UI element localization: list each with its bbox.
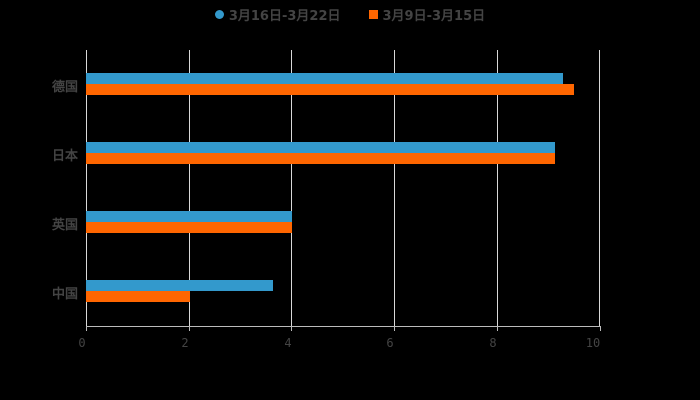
gridline — [394, 50, 395, 327]
x-tick-label: 8 — [489, 336, 497, 350]
y-category-label: 德国 — [51, 80, 78, 95]
x-tick — [86, 326, 87, 331]
x-tick — [497, 326, 498, 331]
legend-label: 3月9日-3月15日 — [382, 8, 486, 24]
bar[interactable] — [86, 142, 555, 153]
gridline — [189, 50, 190, 327]
gridline — [291, 50, 292, 327]
legend-item-series-2[interactable]: 3月9日-3月15日 — [368, 4, 486, 24]
circle-marker-icon — [214, 9, 224, 19]
y-category-label: 日本 — [51, 149, 78, 164]
x-tick-label: 10 — [585, 336, 601, 350]
bar[interactable] — [86, 153, 555, 164]
legend-item-series-1[interactable]: 3月16日-3月22日 — [214, 4, 341, 24]
x-axis-line — [86, 326, 601, 327]
x-tick — [291, 326, 292, 331]
gridline — [86, 50, 87, 327]
x-tick-label: 4 — [284, 336, 292, 350]
chart-legend: 3月16日-3月22日 3月9日-3月15日 — [0, 4, 700, 24]
x-tick-label: 0 — [78, 336, 86, 350]
bar[interactable] — [86, 291, 190, 302]
y-category-label: 英国 — [51, 218, 78, 233]
bar[interactable] — [86, 84, 574, 95]
plot-area — [86, 50, 600, 327]
square-marker-icon — [368, 9, 378, 19]
gridline — [497, 50, 498, 327]
bar[interactable] — [86, 73, 563, 84]
x-tick — [189, 326, 190, 331]
x-tick-label: 2 — [181, 336, 189, 350]
gridline — [599, 50, 600, 327]
y-category-label: 中国 — [51, 287, 78, 302]
bar[interactable] — [86, 222, 292, 233]
x-tick-label: 6 — [386, 336, 394, 350]
legend-label: 3月16日-3月22日 — [228, 8, 341, 24]
bar[interactable] — [86, 280, 273, 291]
bar[interactable] — [86, 211, 292, 222]
x-tick — [600, 326, 601, 331]
x-tick — [394, 326, 395, 331]
